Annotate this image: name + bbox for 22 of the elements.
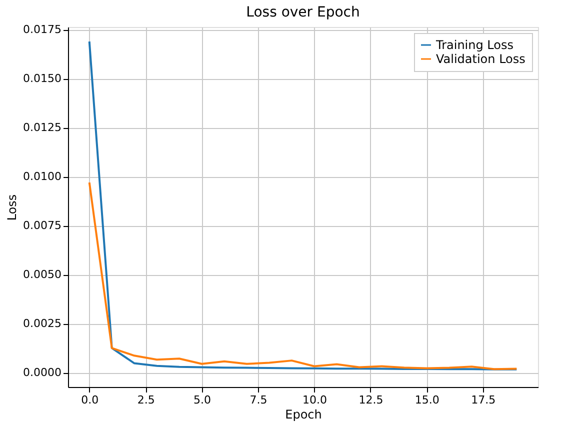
y-tick-label: 0.0150	[23, 72, 62, 86]
x-tick-label: 10.0	[302, 394, 327, 406]
y-tick-label: 0.0075	[23, 219, 62, 232]
y-tick-label: 0.0175	[23, 23, 62, 36]
y-tick-label: 0.0100	[23, 170, 62, 184]
y-tick-label: 0.0050	[23, 268, 62, 282]
y-tick-label: 0.0125	[23, 121, 62, 134]
x-axis-title: Epoch	[285, 408, 322, 422]
x-tick-label: 5.0	[194, 394, 212, 406]
legend-label: Training Loss	[435, 38, 514, 52]
y-axis-title: Loss	[5, 194, 20, 221]
x-tick-label: 17.5	[471, 394, 496, 406]
line-series	[88, 182, 518, 370]
x-tick-label: 7.5	[250, 394, 268, 406]
y-tick-label: 0.0000	[23, 366, 62, 380]
legend-label: Validation Loss	[436, 52, 526, 66]
x-tick-label: 12.5	[358, 394, 384, 406]
x-tick-label: 2.5	[137, 394, 155, 406]
chart-title: Loss over Epoch	[246, 4, 360, 21]
x-tick-label: 0.0	[81, 394, 99, 406]
y-tick-label: 0.0025	[23, 317, 62, 330]
x-tick-label: 15.0	[414, 394, 440, 406]
